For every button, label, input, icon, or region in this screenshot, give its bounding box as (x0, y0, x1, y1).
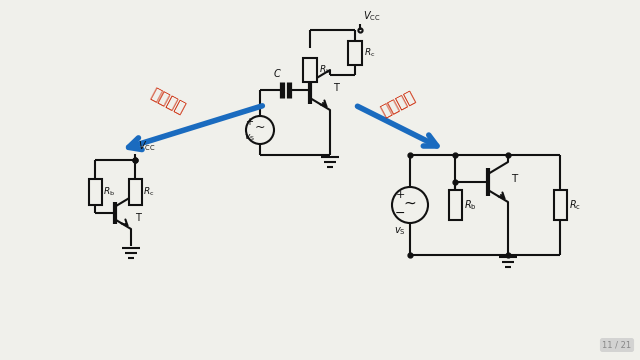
Text: $R_{\rm b}$: $R_{\rm b}$ (103, 186, 115, 198)
Text: 直流通路: 直流通路 (148, 86, 188, 116)
Text: $v_{\rm S}$: $v_{\rm S}$ (394, 225, 406, 237)
Text: $R_{\rm c}$: $R_{\rm c}$ (364, 46, 376, 59)
Text: T: T (135, 213, 141, 223)
Text: $V_{\rm CC}$: $V_{\rm CC}$ (138, 139, 156, 153)
Text: T: T (511, 174, 517, 184)
Bar (449, 190, 461, 220)
Text: $R_{\rm b}$: $R_{\rm b}$ (319, 64, 331, 76)
Text: $R_{\rm c}$: $R_{\rm c}$ (569, 198, 581, 212)
Text: ~: ~ (255, 121, 265, 134)
Text: +: + (245, 117, 253, 127)
Text: $R_{\rm c}$: $R_{\rm c}$ (143, 186, 154, 198)
Text: ~: ~ (404, 195, 417, 211)
Bar (129, 179, 141, 205)
Text: −: − (395, 207, 405, 220)
Bar (303, 58, 317, 82)
Bar (554, 190, 566, 220)
Text: 交流通路: 交流通路 (378, 89, 417, 119)
Bar (348, 40, 362, 64)
Text: $v_{\rm S}$: $v_{\rm S}$ (244, 133, 255, 143)
Text: 11 / 21: 11 / 21 (602, 341, 632, 350)
Bar (88, 179, 102, 205)
Text: C: C (274, 69, 280, 79)
Text: $R_{\rm b}$: $R_{\rm b}$ (464, 198, 477, 212)
Text: $V_{\rm CC}$: $V_{\rm CC}$ (363, 9, 381, 23)
Text: +: + (396, 190, 404, 200)
Text: T: T (333, 83, 339, 93)
